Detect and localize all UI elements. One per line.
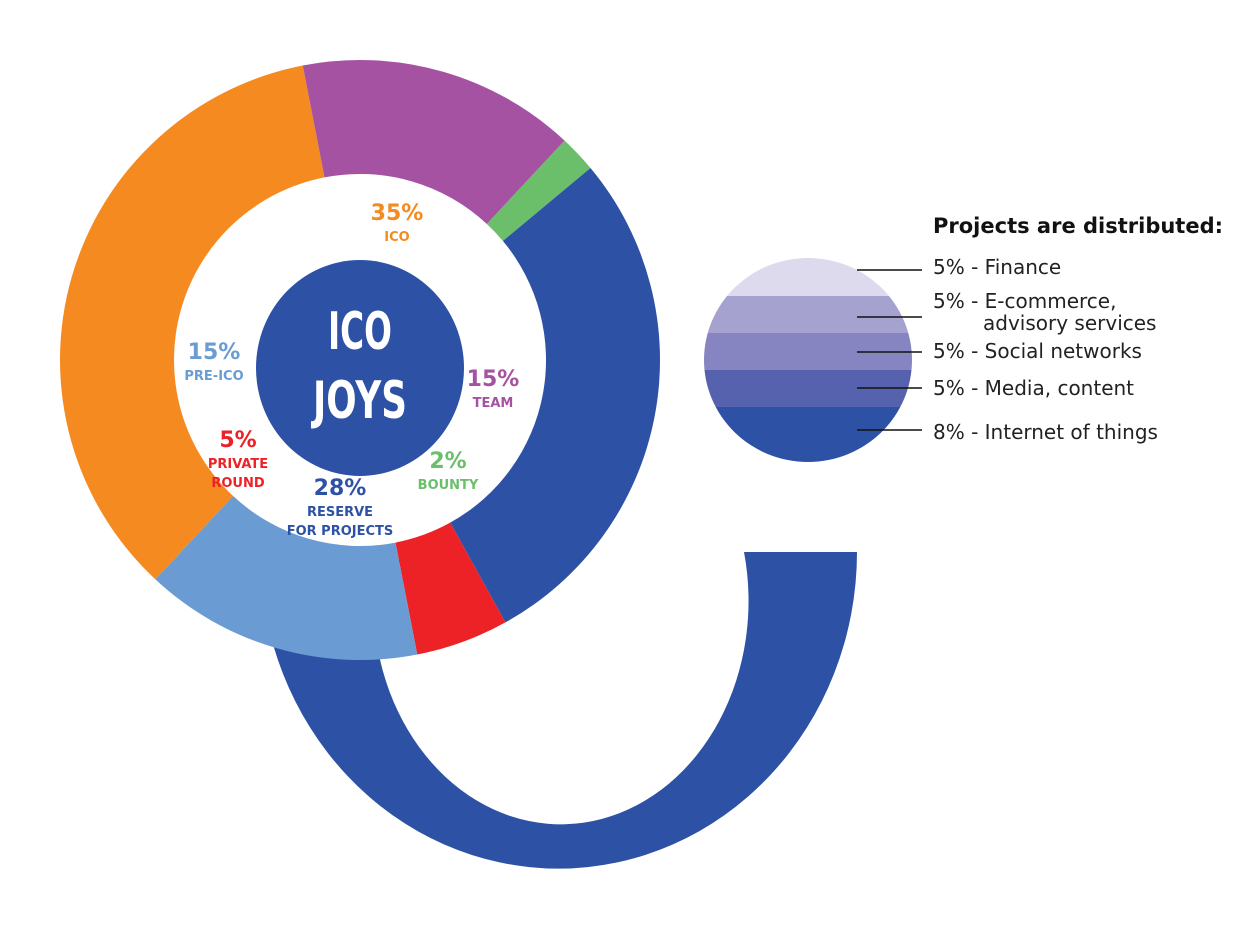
slice-name-ico: ICO	[384, 230, 409, 245]
legend-item-finance: 5% - Finance	[857, 255, 1061, 279]
center-label-line-2: JOYS	[311, 371, 407, 431]
legend-label: 8% - Internet of things	[933, 420, 1158, 444]
slice-label-ico: 35% ICO	[371, 201, 424, 245]
disc-stripe-finance	[704, 258, 912, 296]
slice-value-team: 15%	[467, 367, 520, 392]
donut-slice-private-round	[395, 522, 506, 655]
donut-slice-ico	[60, 65, 325, 580]
slice-value-bounty: 2%	[429, 449, 466, 474]
slice-name-reserve-for-projects-line-1: RESERVE	[307, 505, 373, 520]
donut-slice-reserve-for-projects	[450, 167, 661, 623]
donut-slice-bounty	[486, 140, 591, 241]
legend-item-e-commerce-advisory-services: 5% - E-commerce,advisory services	[857, 289, 1156, 335]
slice-name-pre-ico: PRE-ICO	[184, 369, 243, 384]
slice-value-pre-ico: 15%	[188, 340, 241, 365]
legend-label: 5% - Media, content	[933, 376, 1134, 400]
slice-value-private-round: 5%	[219, 428, 256, 453]
legend-label-line-1: 5% - E-commerce,	[933, 289, 1116, 313]
disc-stripes	[704, 258, 912, 462]
disc-stripe-e-commerce-advisory-services	[704, 296, 912, 333]
slice-label-team: 15% TEAM	[467, 367, 520, 411]
disc-stripe-internet-of-things	[704, 407, 912, 462]
center-badge-circle	[256, 260, 464, 476]
reserve-slice-tail	[260, 552, 857, 869]
slice-label-pre-ico: 15% PRE-ICO	[184, 340, 243, 384]
legend-item-internet-of-things: 8% - Internet of things	[857, 420, 1158, 444]
slice-name-private-round-line-2: ROUND	[211, 476, 264, 491]
legend-label-line-2: advisory services	[983, 311, 1156, 335]
projects-distribution-disc	[704, 258, 912, 462]
center-badge: ICO JOYS	[256, 260, 464, 476]
donut-slice-pre-ico	[155, 496, 418, 660]
slice-name-bounty: BOUNTY	[418, 478, 479, 493]
slice-label-bounty: 2% BOUNTY	[418, 449, 479, 493]
legend-label: 5% - Finance	[933, 255, 1061, 279]
projects-distribution-title: Projects are distributed:	[933, 214, 1223, 238]
slice-label-reserve-for-projects: 28% RESERVE FOR PROJECTS	[287, 476, 394, 539]
center-label-line-1: ICO	[328, 302, 392, 362]
slice-label-private-round: 5% PRIVATE ROUND	[208, 428, 268, 491]
legend-item-social-networks: 5% - Social networks	[857, 339, 1142, 363]
donut-chart	[60, 60, 857, 869]
slice-name-private-round-line-1: PRIVATE	[208, 457, 268, 472]
slice-value-reserve-for-projects: 28%	[314, 476, 367, 501]
legend-label: 5% - Social networks	[933, 339, 1142, 363]
slice-name-reserve-for-projects-line-2: FOR PROJECTS	[287, 524, 394, 539]
slice-value-ico: 35%	[371, 201, 424, 226]
projects-distribution-legend: 5% - Finance 5% - E-commerce,advisory ser…	[857, 255, 1158, 444]
slice-name-team: TEAM	[473, 396, 514, 411]
donut-slice-team	[302, 60, 565, 224]
donut-slice-labels: 35% ICO 15% TEAM 2% BOUNTY 28% RESERVE FOR PROJE…	[184, 201, 519, 539]
legend-item-media-content: 5% - Media, content	[857, 376, 1134, 400]
